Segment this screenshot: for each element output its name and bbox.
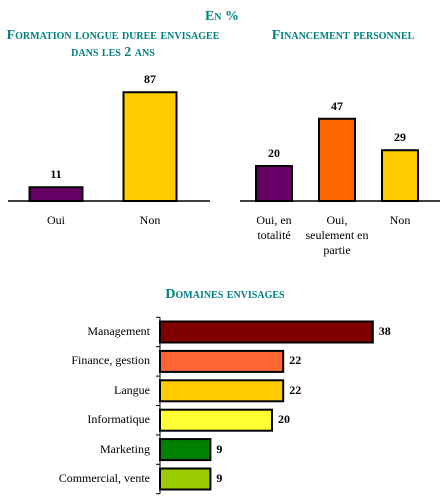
category-label: Non: [139, 213, 161, 227]
value-label: 87: [144, 72, 156, 87]
value-label: 9: [216, 471, 223, 485]
bar: [28, 186, 84, 202]
bar: [122, 91, 178, 202]
value-label: 11: [50, 167, 62, 182]
bar: [159, 438, 212, 462]
bar: [159, 379, 285, 403]
category-label: Langue: [114, 382, 150, 397]
category-label: Oui, seulement en partie: [305, 213, 369, 257]
category-label: Informatique: [87, 412, 150, 427]
value-label: 29: [394, 130, 406, 145]
bar: [255, 165, 293, 202]
value-label: 47: [331, 98, 343, 113]
category-label: Oui: [47, 213, 65, 227]
category-label: Management: [87, 324, 150, 338]
category-label: Marketing: [100, 441, 150, 456]
value-label: 9: [216, 441, 223, 456]
chart-title: Formation longue duree envisagee dans le…: [6, 28, 220, 60]
chart-title: Financement personnel: [271, 28, 415, 43]
category-label: Non: [389, 213, 411, 227]
chart-title: Domaines envisages: [165, 287, 285, 302]
bar: [318, 117, 356, 202]
bar: [159, 349, 285, 373]
value-label: 22: [289, 382, 302, 397]
value-label: 20: [278, 412, 290, 427]
category-label: Commercial, vente: [58, 471, 150, 485]
page-title: En %: [204, 9, 240, 24]
category-label: Finance, gestion: [71, 353, 150, 368]
value-label: 38: [378, 324, 391, 338]
bar: [159, 408, 273, 432]
bar: [159, 320, 374, 344]
category-label: Oui, en totalité: [256, 213, 292, 242]
bar: [159, 467, 212, 491]
value-label: 20: [268, 146, 280, 160]
bar: [381, 149, 419, 202]
value-label: 22: [289, 353, 302, 368]
